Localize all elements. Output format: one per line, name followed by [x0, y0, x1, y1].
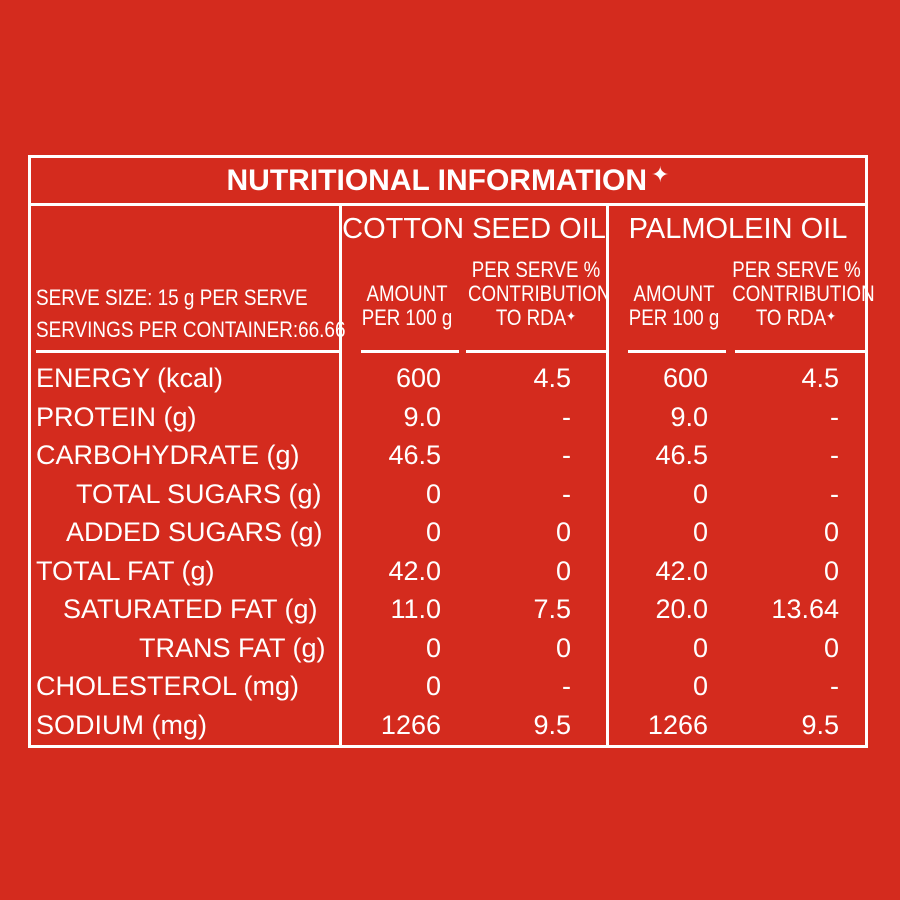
po-rda-value: 0	[823, 555, 839, 586]
servings-per-container: SERVINGS PER CONTAINER:66.66	[36, 317, 346, 342]
cs-amount-underline	[361, 350, 459, 353]
po-amount-value: 46.5	[655, 440, 708, 470]
po-amount-value: 9.0	[670, 401, 708, 432]
po-amount-value: 0	[692, 671, 708, 701]
cs-amount-value: 42.0	[388, 555, 441, 586]
po-rda-value: 0	[823, 517, 839, 547]
cs-rda-value: -	[562, 401, 571, 432]
po-amount-value: 1266	[647, 709, 708, 740]
nutrient-label: PROTEIN (g)	[36, 401, 197, 432]
po-rda-value: -	[830, 401, 839, 432]
rda-mark-icon: ✦	[826, 308, 837, 324]
cs-rda-value: -	[562, 440, 571, 470]
cs-amount-header: AMOUNT PER 100 g	[361, 281, 453, 330]
po-amount-value: 600	[662, 363, 708, 393]
nutrient-label: TOTAL FAT (g)	[36, 555, 215, 586]
po-rda-header: PER SERVE % CONTRIBUTION TO RDA✦	[732, 257, 875, 330]
cs-amount-value: 0	[425, 478, 441, 509]
po-rda-value: 0	[823, 632, 839, 663]
nutrient-label: CARBOHYDRATE (g)	[36, 440, 300, 470]
nutrient-label: CHOLESTEROL (mg)	[36, 671, 300, 701]
label-header-underline	[36, 350, 339, 353]
column-divider-2	[606, 206, 609, 745]
cs-amount-value: 0	[425, 632, 441, 663]
cs-rda-underline	[466, 350, 609, 353]
cs-rda-header: PER SERVE % CONTRIBUTION TO RDA✦	[468, 257, 611, 330]
nutrient-label: SODIUM (mg)	[36, 709, 207, 740]
cs-rda-value: -	[562, 671, 571, 701]
po-amount-header: AMOUNT PER 100 g	[628, 281, 720, 330]
po-amount-value: 0	[692, 478, 708, 509]
po-amount-value: 0	[692, 632, 708, 663]
cs-rda-value: 7.5	[533, 594, 571, 624]
po-rda-value: 4.5	[801, 363, 839, 393]
nutrient-label: TRANS FAT (g)	[139, 632, 326, 663]
po-rda-underline	[735, 350, 865, 353]
cs-rda-value: 0	[555, 555, 571, 586]
serve-size: SERVE SIZE: 15 g PER SERVE	[36, 285, 308, 310]
cs-amount-value: 11.0	[390, 594, 441, 624]
nutrient-label: ADDED SUGARS (g)	[66, 517, 323, 547]
nutrition-table: NUTRITIONAL INFORMATION ✦ COTTON SEED OI…	[28, 155, 875, 748]
po-rda-value: -	[830, 478, 839, 509]
po-amount-value: 42.0	[655, 555, 708, 586]
cs-amount-value: 0	[425, 671, 441, 701]
nutrient-label: SATURATED FAT (g)	[63, 594, 318, 624]
po-amount-value: 0	[692, 517, 708, 547]
nutrient-label: ENERGY (kcal)	[36, 363, 224, 393]
cs-amount-value: 0	[425, 517, 441, 547]
po-amount-underline	[628, 350, 726, 353]
po-rda-value: 9.5	[801, 709, 839, 740]
column-divider-1	[339, 206, 342, 745]
cs-rda-value: 9.5	[533, 709, 571, 740]
group-header-cotton-seed-oil: COTTON SEED OIL	[342, 213, 606, 245]
po-rda-value: 13.64	[771, 594, 839, 624]
nutrient-label: TOTAL SUGARS (g)	[76, 478, 322, 509]
cs-rda-value: -	[562, 478, 571, 509]
cs-amount-value: 600	[395, 363, 441, 393]
group-header-palmolein-oil: PALMOLEIN OIL	[628, 213, 848, 245]
rda-mark-icon: ✦	[566, 308, 577, 324]
cs-amount-value: 46.5	[388, 440, 441, 470]
cs-amount-value: 1266	[380, 709, 441, 740]
po-amount-value: 20.0	[655, 594, 708, 624]
cs-rda-value: 4.5	[533, 363, 571, 393]
table-title: NUTRITIONAL INFORMATION	[226, 163, 648, 197]
cs-amount-value: 9.0	[403, 401, 441, 432]
table-title-bar: NUTRITIONAL INFORMATION ✦	[31, 158, 865, 206]
title-mark-icon: ✦	[651, 161, 670, 187]
po-rda-value: -	[830, 671, 839, 701]
cs-rda-value: 0	[555, 517, 571, 547]
cs-rda-value: 0	[555, 632, 571, 663]
po-rda-value: -	[830, 440, 839, 470]
